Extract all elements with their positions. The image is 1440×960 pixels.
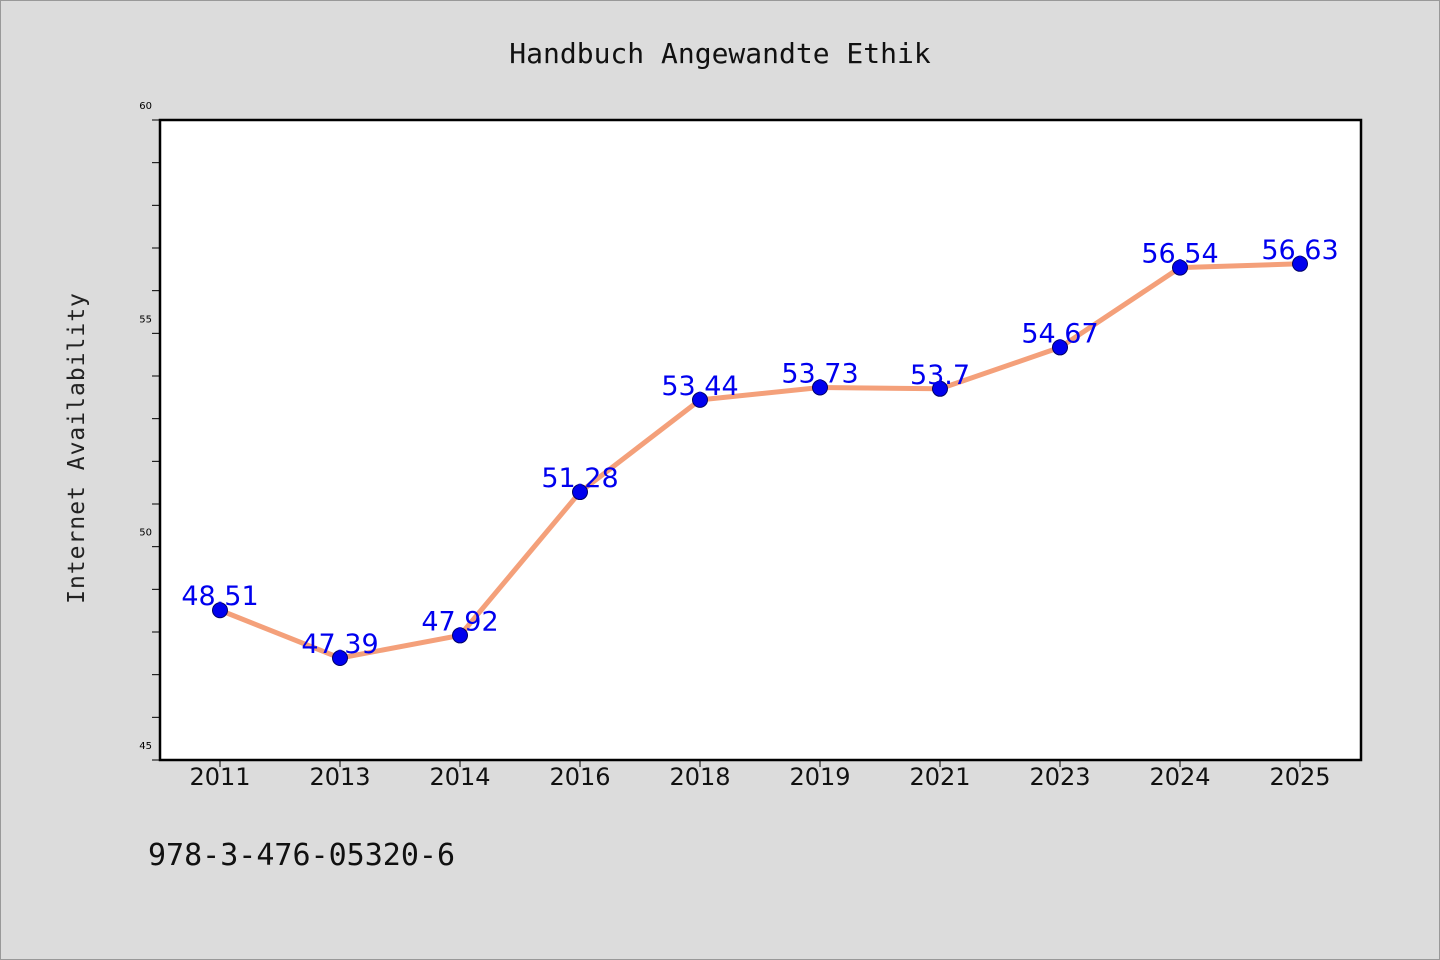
x-tick-label: 2019 xyxy=(789,763,850,791)
x-tick-label: 2011 xyxy=(189,763,250,791)
y-tick-label: 45 xyxy=(139,741,152,752)
data-label: 47.39 xyxy=(301,629,378,660)
x-tick-label: 2014 xyxy=(429,763,490,791)
data-series: 48.51 47.39 47.92 51.28 53.44 53.73 53.7 54.67 5… xyxy=(181,235,1339,667)
data-label: 51.28 xyxy=(541,463,618,494)
y-tick-label: 60 xyxy=(139,101,152,112)
y-axis: 45 50 55 60 xyxy=(139,101,160,761)
data-label: 47.92 xyxy=(421,606,498,637)
y-tick-label: 55 xyxy=(139,314,152,325)
x-tick-label: 2013 xyxy=(309,763,370,791)
data-point xyxy=(812,379,828,396)
x-tick-label: 2016 xyxy=(549,763,610,791)
data-label: 54.67 xyxy=(1021,318,1098,349)
data-point xyxy=(1172,259,1188,276)
data-label: 53.44 xyxy=(661,371,738,402)
data-point xyxy=(692,391,708,408)
x-tick-label: 2023 xyxy=(1029,763,1090,791)
data-label: 56.54 xyxy=(1141,239,1218,270)
x-axis: 2011 2013 2014 2016 2018 2019 2021 2023 2024 2025 xyxy=(189,760,1331,791)
x-tick-label: 2024 xyxy=(1149,763,1210,791)
data-point xyxy=(1292,255,1308,272)
y-axis-label: Internet Availability xyxy=(64,292,90,604)
x-tick-label: 2018 xyxy=(669,763,730,791)
data-label: 53.7 xyxy=(910,360,970,391)
data-point xyxy=(212,602,228,619)
data-label: 48.51 xyxy=(181,581,258,612)
data-point xyxy=(452,627,468,644)
data-point xyxy=(572,484,588,501)
y-tick-label: 50 xyxy=(139,528,152,539)
data-label: 56.63 xyxy=(1261,235,1338,266)
data-label: 53.73 xyxy=(781,359,858,390)
x-tick-label: 2021 xyxy=(909,763,970,791)
data-point xyxy=(932,380,948,397)
chart-title: Handbuch Angewandte Ethik xyxy=(509,37,931,70)
data-point xyxy=(1052,339,1068,356)
x-tick-label: 2025 xyxy=(1269,763,1330,791)
isbn-footer: 978-3-476-05320-6 xyxy=(148,838,455,873)
series-line xyxy=(217,261,1303,661)
data-point xyxy=(332,650,348,667)
